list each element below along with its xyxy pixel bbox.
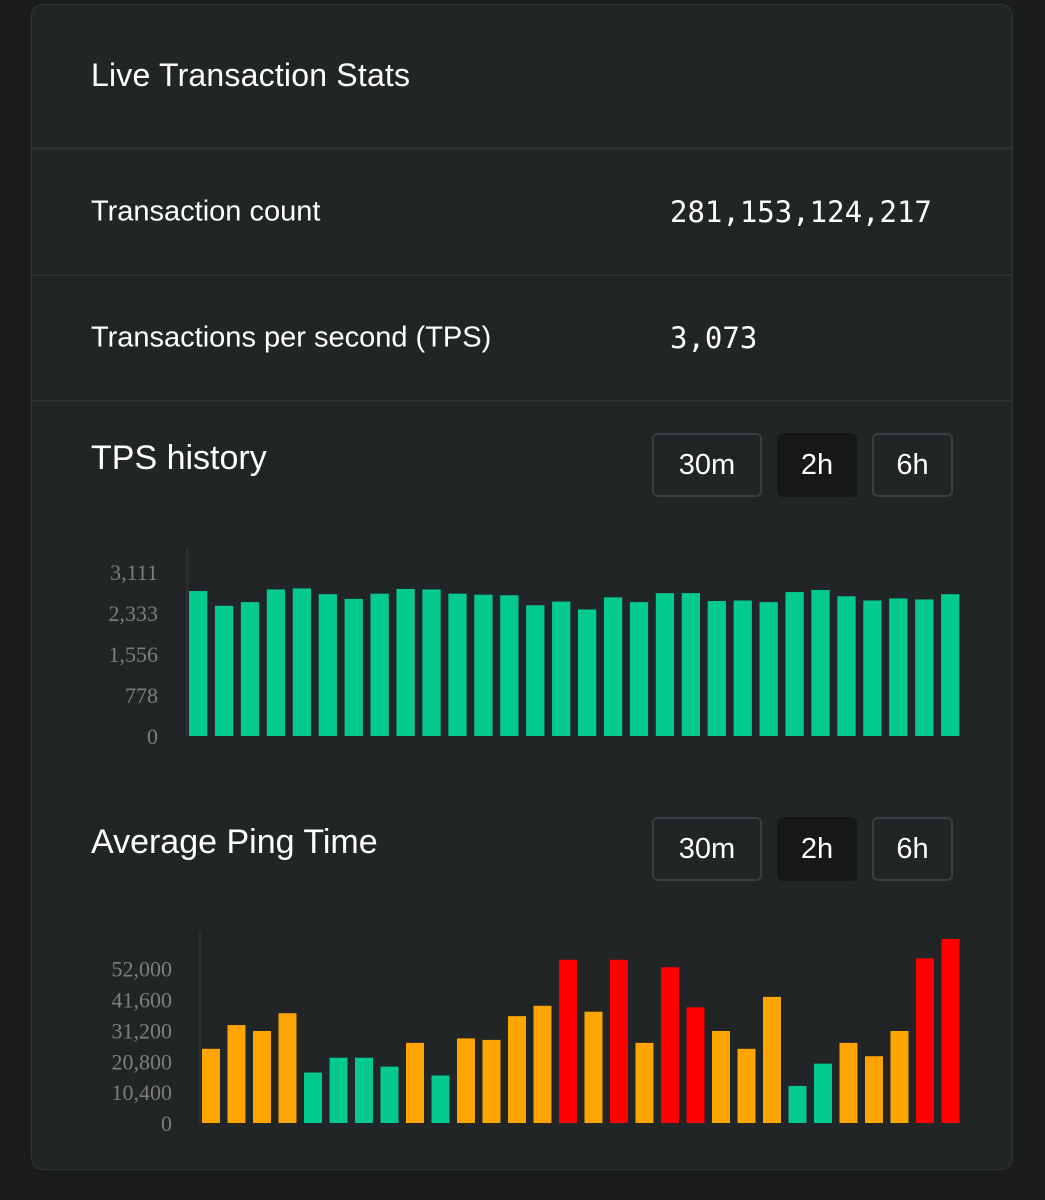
bar: [941, 594, 960, 736]
ping-title: Average Ping Time: [91, 823, 378, 861]
tps-history-section: TPS history 30m 2h 6h 3,111 2,333 1,556 778…: [32, 405, 1012, 785]
bar: [916, 958, 934, 1123]
bar: [552, 601, 571, 736]
bar: [811, 589, 830, 736]
bar: [500, 595, 519, 736]
bar: [318, 594, 337, 736]
bar: [759, 602, 778, 736]
bar: [712, 1031, 730, 1123]
bar: [863, 600, 882, 736]
bar: [304, 1072, 322, 1123]
bar: [396, 588, 415, 736]
bar: [890, 1031, 909, 1123]
bar: [227, 1025, 246, 1123]
bar: [214, 605, 234, 736]
tps-history-title: TPS history: [91, 439, 267, 477]
bar: [839, 1042, 858, 1123]
y-tick-label: 10,400: [112, 1080, 173, 1105]
bar: [610, 959, 628, 1123]
ping-range-2h-button[interactable]: 2h: [777, 817, 857, 881]
bar: [733, 600, 752, 736]
bar: [763, 996, 781, 1123]
y-tick-label: 778: [125, 683, 158, 708]
y-tick-label: 0: [161, 1111, 172, 1136]
ping-range-30m-button[interactable]: 30m: [652, 817, 762, 881]
bar: [380, 1066, 399, 1123]
tps-range-2h-button[interactable]: 2h: [777, 433, 857, 497]
bar: [889, 598, 908, 736]
bar: [240, 602, 260, 736]
bar: [431, 1075, 450, 1123]
bar: [578, 609, 597, 736]
bar: [329, 1057, 348, 1123]
tps-range-6h-button[interactable]: 6h: [872, 433, 953, 497]
bar: [865, 1056, 883, 1123]
tps-range-selector: 30m 2h 6h: [652, 433, 953, 497]
card-title: Live Transaction Stats: [91, 56, 411, 93]
y-tick-label: 52,000: [112, 957, 173, 982]
ping-chart: 52,000 41,600 31,200 20,800 10,400 0: [112, 933, 960, 1136]
bar: [661, 967, 679, 1123]
bar: [422, 589, 441, 736]
bar: [448, 593, 467, 736]
bar: [266, 589, 286, 736]
bar: [559, 959, 577, 1123]
bar: [941, 939, 960, 1123]
bar: [370, 593, 389, 736]
bar: [814, 1063, 832, 1123]
tps-label: Transactions per second (TPS): [91, 321, 492, 354]
bar: [474, 594, 493, 736]
bar: [635, 1042, 654, 1123]
transaction-count-label: Transaction count: [91, 195, 321, 228]
bar: [508, 1016, 526, 1123]
bar: [915, 599, 934, 736]
y-tick-label: 41,600: [112, 988, 173, 1013]
bar: [788, 1085, 807, 1123]
y-tick-label: 31,200: [112, 1018, 173, 1043]
stat-row-transaction-count: Transaction count 281,153,124,217: [32, 150, 1012, 276]
stat-row-tps: Transactions per second (TPS) 3,073: [32, 276, 1012, 402]
card-header: Live Transaction Stats: [32, 5, 1012, 150]
bar: [189, 591, 208, 736]
bar: [686, 1007, 705, 1123]
bar: [482, 1039, 501, 1123]
tps-value: 3,073: [670, 321, 758, 355]
y-tick-label: 1,556: [109, 642, 159, 667]
bar: [278, 1013, 297, 1123]
ping-section: Average Ping Time 30m 2h 6h 52,000 41,600…: [32, 789, 1012, 1169]
bar: [785, 592, 804, 736]
bar: [603, 597, 623, 736]
bar: [837, 596, 856, 736]
y-tick-label: 3,111: [110, 560, 158, 585]
bar: [292, 588, 312, 736]
bar: [457, 1038, 475, 1123]
y-tick-label: 0: [147, 724, 158, 749]
bar: [629, 602, 649, 736]
bar: [253, 1031, 271, 1123]
y-tick-label: 20,800: [112, 1049, 173, 1074]
bar: [533, 1005, 552, 1123]
bar: [526, 605, 545, 736]
bar: [737, 1048, 756, 1123]
y-tick-label: 2,333: [109, 601, 159, 626]
bar: [202, 1048, 220, 1123]
tps-range-30m-button[interactable]: 30m: [652, 433, 762, 497]
live-transaction-stats-card: Live Transaction Stats Transaction count…: [31, 4, 1013, 1170]
ping-range-6h-button[interactable]: 6h: [872, 817, 953, 881]
bar: [406, 1042, 424, 1123]
bar: [655, 593, 675, 736]
bar: [681, 593, 701, 736]
tps-history-chart: 3,111 2,333 1,556 778 0: [109, 549, 960, 749]
bar: [355, 1057, 373, 1123]
transaction-count-value: 281,153,124,217: [670, 195, 932, 229]
bar: [707, 601, 726, 736]
bar: [344, 598, 363, 736]
bar: [584, 1011, 603, 1123]
ping-range-selector: 30m 2h 6h: [652, 817, 953, 881]
